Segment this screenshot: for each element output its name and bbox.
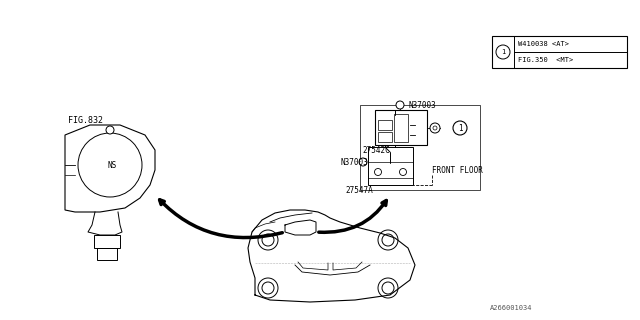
Text: 27547A: 27547A bbox=[345, 186, 372, 195]
Bar bbox=[492, 36, 627, 68]
Text: 1: 1 bbox=[458, 124, 462, 132]
Circle shape bbox=[374, 169, 381, 175]
Text: N37003: N37003 bbox=[408, 100, 436, 109]
Bar bbox=[378, 132, 392, 142]
Text: N37003: N37003 bbox=[340, 157, 368, 166]
Text: 27542C: 27542C bbox=[362, 146, 390, 155]
Circle shape bbox=[359, 158, 367, 166]
FancyArrowPatch shape bbox=[159, 200, 282, 237]
Text: W410038 <AT>: W410038 <AT> bbox=[518, 41, 569, 47]
Text: 1: 1 bbox=[501, 49, 505, 55]
Bar bbox=[94, 235, 120, 248]
Circle shape bbox=[496, 45, 510, 59]
Circle shape bbox=[399, 169, 406, 175]
Bar bbox=[375, 110, 427, 145]
Bar bbox=[97, 248, 117, 260]
Text: FIG.350  <MT>: FIG.350 <MT> bbox=[518, 57, 573, 63]
Text: A266001034: A266001034 bbox=[490, 305, 532, 311]
Circle shape bbox=[396, 101, 404, 109]
Circle shape bbox=[106, 126, 114, 134]
Circle shape bbox=[433, 126, 437, 130]
Text: NS: NS bbox=[108, 161, 116, 170]
Bar bbox=[368, 147, 413, 185]
Bar bbox=[378, 120, 392, 130]
Bar bbox=[360, 105, 480, 190]
Text: FIG.832: FIG.832 bbox=[68, 116, 103, 124]
Circle shape bbox=[78, 133, 142, 197]
Circle shape bbox=[453, 121, 467, 135]
Bar bbox=[394, 114, 408, 142]
FancyArrowPatch shape bbox=[319, 201, 387, 232]
Circle shape bbox=[430, 123, 440, 133]
Text: FRONT FLOOR: FRONT FLOOR bbox=[432, 165, 483, 174]
